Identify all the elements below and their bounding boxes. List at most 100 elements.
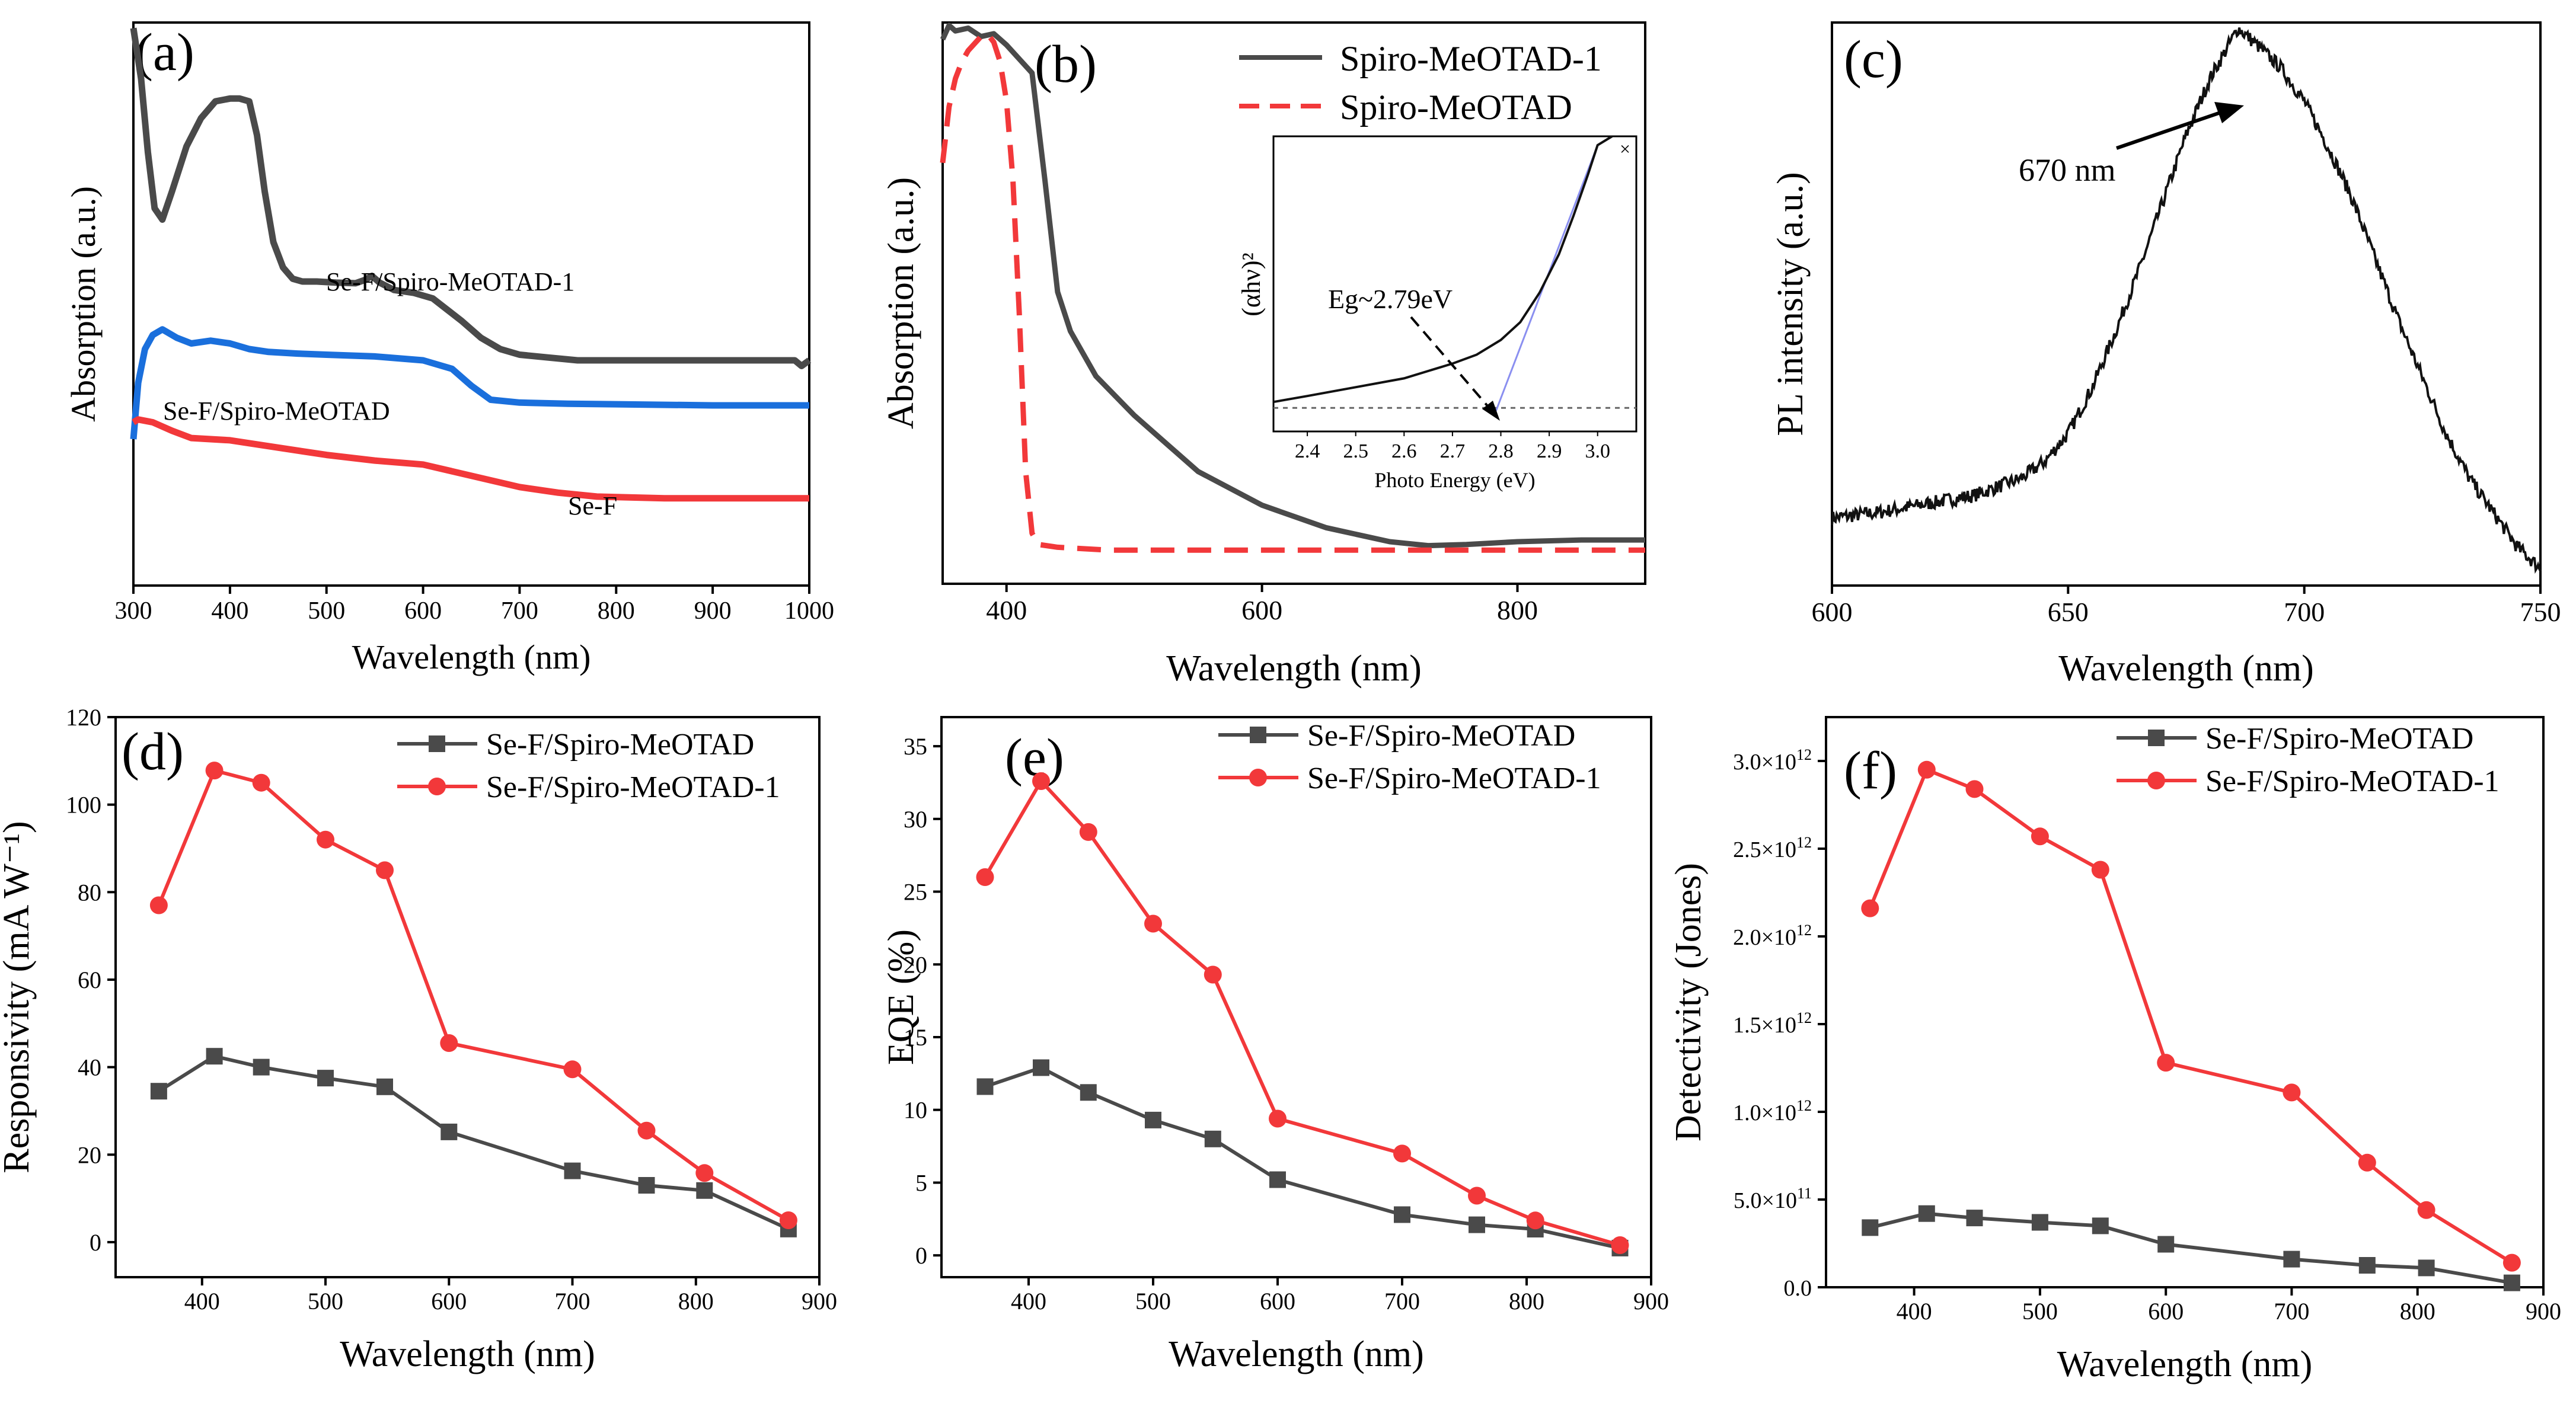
y-tick-label-d: 20 [78,1141,101,1168]
series-line-square [1869,1211,2513,1285]
data-point-circle [1611,1236,1629,1254]
data-point-square [150,1083,167,1100]
data-point-circle [1204,965,1222,984]
inset-y-axis-label: (αhν)² [1237,252,1266,316]
panel-label-d: (d) [122,722,184,781]
x-tick-label-a: 900 [694,597,732,625]
data-point-circle [2358,1153,2376,1172]
y-tick-label-exponent: 11 [1797,1185,1812,1202]
data-point-circle [2031,827,2049,846]
inset-frame [1272,135,1637,433]
legend-entry: Spiro-MeOTAD [1340,88,1572,127]
data-point-square [2157,1236,2175,1253]
series-line-blue [130,326,809,440]
data-point-square [2092,1217,2109,1235]
data-point-circle [1144,914,1162,933]
series-line-square [984,1066,1621,1250]
series-annotation: Se-F/Spiro-MeOTAD [163,396,390,426]
legend-entry: Spiro-MeOTAD-1 [1340,39,1602,78]
y-axis-label-c: PL intensity (a.u.) [1770,172,1811,436]
panel-label-c: (c) [1844,30,1903,89]
panel-e: 400 500 600 700 800 900 0 5 10 15 20 25 30 35 Waveleng… [881,716,1669,1374]
y-axis-label-b: Absorption (a.u.) [881,177,921,429]
peak-arrow-head [2214,102,2244,123]
x-axis-label-a: Wavelength (nm) [352,638,591,676]
data-point-square [1966,1210,1983,1227]
data-point-circle [1965,780,1984,798]
x-tick-label-d: 700 [555,1288,590,1315]
inset-arrow-head [1482,401,1500,421]
peak-annotation: 670 nm [2019,152,2116,188]
legend: Se-F/Spiro-MeOTAD Se-F/Spiro-MeOTAD-1 [2117,722,2500,798]
data-point-square [1862,1219,1879,1236]
legend-marker-circle [2147,772,2165,789]
y-tick-label-f: 0.0 [1784,1276,1812,1301]
y-tick-label-exponent: 12 [1796,746,1812,763]
series-line-spiro-meotad-1 [940,23,1645,549]
plot-frame-c [1831,21,2542,587]
panel-c: 600 650 700 750 Wavelength (nm) PL intensity … [1770,21,2561,689]
x-tick-label-f: 400 [1897,1298,1932,1325]
x-tick-label-c: 750 [2520,597,2561,627]
data-point-circle [1079,823,1097,841]
data-point-square [2283,1251,2300,1268]
x-tick-label-f: 700 [2274,1298,2309,1325]
y-tick-label-exponent: 12 [1796,1009,1812,1026]
data-point-square [1204,1130,1221,1147]
data-point-circle [2502,1253,2521,1272]
data-point-circle [252,773,270,792]
x-tick-label-c: 700 [2284,597,2325,627]
data-point-square [376,1078,393,1095]
legend-entry: Se-F/Spiro-MeOTAD-1 [486,770,780,804]
x-tick-label-a: 700 [501,597,538,625]
x-tick-label-c: 600 [1812,597,1853,627]
data-point-circle [1393,1144,1411,1163]
y-tick-label-base: 1.5×10 [1733,1013,1796,1038]
series-annotation: Se-F/Spiro-MeOTAD-1 [326,267,574,296]
y-tick-label-f: 3.0×1012 [1733,746,1812,775]
data-point-circle [2417,1201,2435,1219]
y-tick-label-e: 30 [904,806,927,833]
plot-frame-a [132,21,810,587]
data-point-circle [1917,760,1936,779]
inset-x-tick-label: 2.7 [1440,440,1466,462]
x-axis-label-b: Wavelength (nm) [1166,648,1422,689]
data-point-square [2503,1274,2520,1291]
data-point-square [1145,1111,1161,1128]
y-tick-label-exponent: 12 [1796,922,1812,939]
data-point-square [1033,1059,1049,1076]
x-tick-label-d: 800 [678,1288,714,1315]
y-tick-label-exponent: 12 [1796,834,1812,851]
legend: Spiro-MeOTAD-1 Spiro-MeOTAD [1239,39,1602,127]
data-point-square [1918,1205,1935,1222]
x-tick-label-b: 600 [1241,595,1282,625]
inset-x-tick-label: 2.8 [1488,440,1514,462]
data-point-circle [1861,899,1879,917]
data-point-circle [1269,1109,1287,1128]
plot-frame-d [114,716,821,1278]
data-point-circle [637,1121,656,1140]
panel-label-b: (b) [1035,35,1097,94]
inset: 2.4 2.5 2.6 2.7 2.8 2.9 3.0 Photo Energy (eV) (α… [1237,135,1637,492]
y-tick-label-f: 2.5×1012 [1733,834,1812,862]
series-line-circle [157,768,790,1222]
data-point-square [440,1123,458,1140]
x-tick-label-d: 500 [308,1288,343,1315]
legend: Se-F/Spiro-MeOTAD Se-F/Spiro-MeOTAD-1 [1218,719,1601,795]
panel-label-a: (a) [135,23,194,82]
data-point-circle [149,896,168,914]
data-point-circle [2157,1054,2175,1072]
data-point-circle [695,1164,714,1182]
y-tick-label-base: 5.0×10 [1734,1188,1797,1213]
y-tick-label-e: 35 [904,733,927,760]
y-tick-label-e: 15 [904,1024,927,1051]
close-icon: × [1620,138,1630,159]
inset-x-axis-label: Photo Energy (eV) [1374,468,1535,492]
y-tick-label-d: 80 [78,879,101,906]
inset-curve [1273,135,1613,404]
y-axis-label-a: Absorption (a.u.) [64,186,103,422]
x-tick-label-f: 800 [2400,1298,2435,1325]
y-axis-label-e: EQE (%) [881,929,921,1065]
series-line-spiro-meotad [940,31,1645,553]
